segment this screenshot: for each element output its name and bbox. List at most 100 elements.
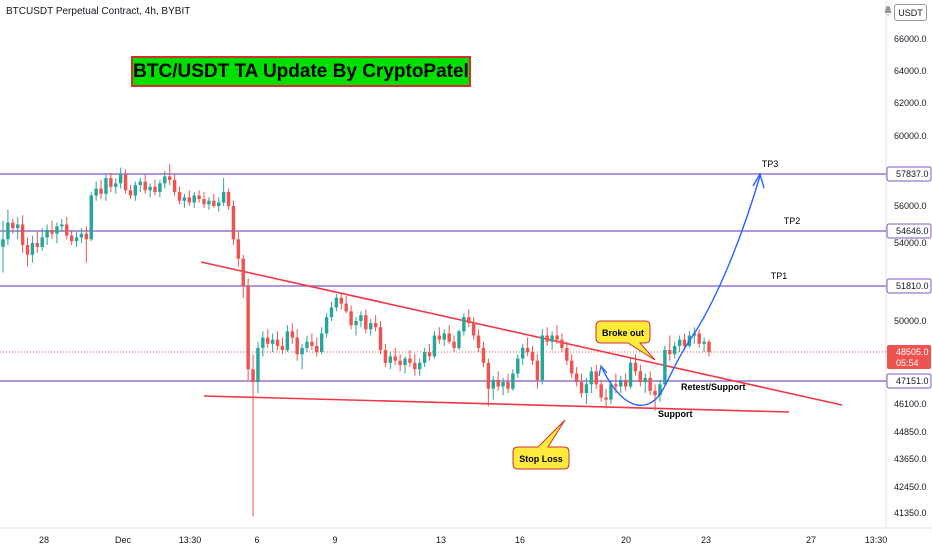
candle-body (153, 186, 157, 193)
candle-body (663, 350, 667, 385)
candle-body (285, 331, 290, 351)
time-tick-label: 6 (254, 535, 259, 545)
candle-body (290, 331, 294, 338)
candle-body (158, 183, 162, 193)
candle-body (457, 331, 461, 348)
price-axis: 66000.0 64000.0 62000.0 60000.0 56000.0 54000… (894, 34, 927, 518)
candle-body (599, 384, 603, 398)
candle-body (236, 239, 241, 259)
candle-body (197, 195, 201, 200)
candle-body (682, 339, 687, 346)
candle-body (270, 339, 275, 344)
projection-curves (598, 172, 765, 406)
candle-body (25, 244, 30, 255)
candle-body (452, 341, 456, 348)
time-tick-label: 9 (332, 535, 337, 545)
candle-body (628, 362, 633, 387)
time-tick-label: 23 (701, 535, 711, 545)
candle-body (520, 347, 525, 359)
candle-body (702, 341, 706, 344)
candle-body (217, 202, 221, 206)
candle-body (45, 230, 49, 238)
candle-body (530, 352, 535, 361)
stop-loss-callout (512, 419, 570, 470)
candle-body (413, 362, 417, 370)
price-tick-label: 46100.0 (894, 399, 927, 409)
candle-body (540, 335, 545, 380)
candle-body (60, 224, 64, 227)
candle-body (246, 286, 250, 370)
candle-body (50, 230, 54, 234)
candle-body (315, 345, 319, 353)
candle-body (579, 382, 584, 394)
candle-body (167, 176, 172, 180)
level-label: TP2 (784, 216, 801, 226)
candle-body (359, 315, 363, 321)
candle-body (123, 174, 128, 191)
lower-trendline (203, 395, 790, 413)
time-tick-label: 13:30 (179, 535, 202, 545)
candle-body (496, 379, 500, 387)
candle-body (339, 297, 344, 304)
candle-body (697, 333, 701, 344)
candle-body (11, 222, 15, 229)
level-price-tag (886, 223, 932, 239)
candle-body (275, 339, 280, 346)
trendlines (200, 261, 843, 413)
candle-body (707, 341, 711, 353)
price-tick-label: 50000.0 (894, 316, 927, 326)
candle-body (280, 345, 285, 351)
price-tick-label: 42450.0 (894, 482, 927, 492)
candle-body (148, 186, 152, 191)
candle-body (491, 379, 495, 389)
candle-body (79, 233, 84, 238)
candle-body (40, 237, 44, 247)
upper-trendline (200, 261, 843, 406)
candle-body (427, 352, 432, 357)
stop-loss-label: Stop Loss (519, 454, 563, 464)
candle-body (163, 176, 167, 184)
candle-body (133, 185, 138, 196)
candle-body (319, 333, 324, 353)
level-label: TP3 (762, 159, 779, 169)
candle-body (555, 335, 559, 340)
candle-body (109, 178, 113, 187)
candle-body (619, 379, 623, 387)
candle-body (633, 362, 638, 372)
level-price-tag (886, 166, 932, 182)
candle-body (30, 243, 35, 255)
price-tick-label: 56000.0 (894, 201, 927, 211)
candle-body (334, 297, 339, 308)
candle-body (574, 373, 579, 383)
candle-body (648, 377, 652, 391)
candle-body (143, 181, 147, 191)
candle-body (467, 317, 471, 324)
candle-body (310, 341, 314, 346)
candle-body (241, 258, 245, 287)
candle-body (658, 384, 662, 396)
candle-body (516, 358, 520, 374)
candle-body (84, 233, 89, 240)
candle-body (486, 362, 491, 389)
current-price-text: 48505.0 (896, 347, 929, 357)
candle-body (69, 235, 74, 242)
candle-body (481, 347, 486, 363)
alert-icon[interactable] (884, 6, 892, 16)
level-price-tag (886, 278, 932, 294)
candle-body (74, 237, 79, 242)
candle-body (638, 371, 643, 383)
candle-body (476, 335, 481, 348)
candle-body (422, 352, 427, 363)
price-tick-label: 60000.0 (894, 131, 927, 141)
candle-body (187, 197, 192, 203)
time-tick-label: 13:30 (865, 535, 888, 545)
candle-body (89, 195, 93, 240)
candle-body (118, 174, 123, 184)
currency-selector[interactable]: USDT (894, 4, 927, 21)
candle-body (65, 224, 69, 236)
candle-body (354, 321, 358, 326)
candle-body (398, 360, 402, 365)
candle-body (570, 360, 574, 374)
level-lines: TP3 57837.0 TP2 54646.0 TP1 51810.0 47151.0 485… (0, 159, 932, 389)
